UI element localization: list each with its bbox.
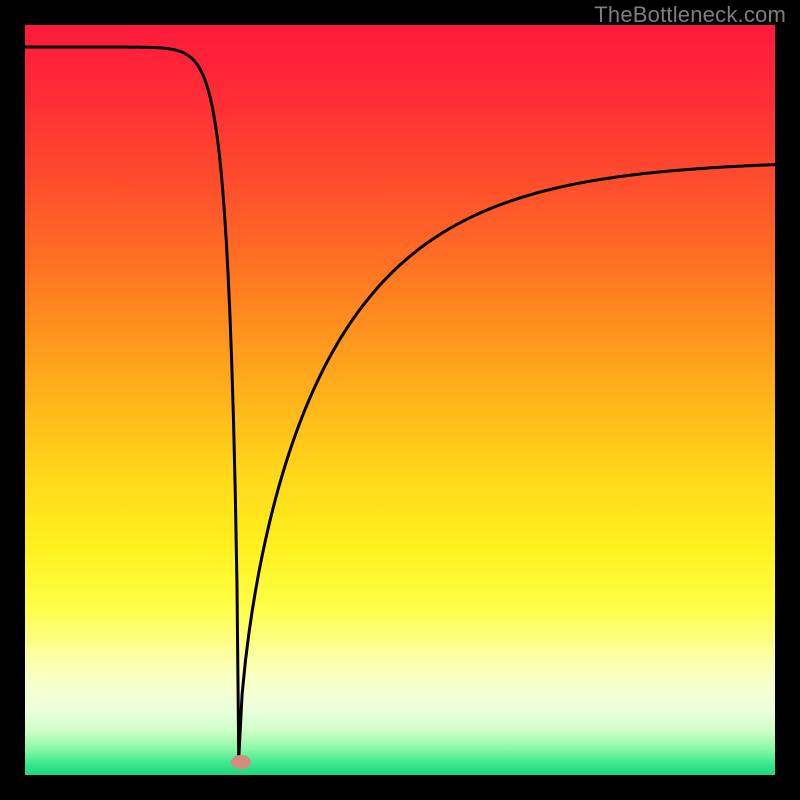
watermark-text: TheBottleneck.com — [594, 2, 786, 28]
gradient-background — [25, 25, 775, 775]
chart-svg — [0, 0, 800, 800]
optimum-marker — [231, 755, 251, 769]
